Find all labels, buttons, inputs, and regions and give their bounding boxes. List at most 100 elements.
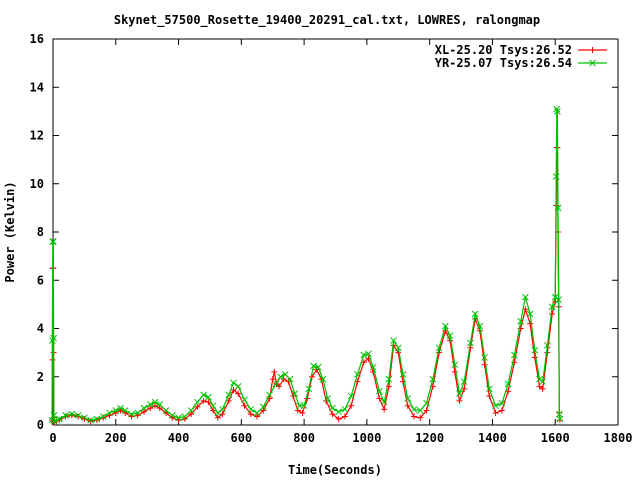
data-point	[235, 390, 242, 397]
data-point	[394, 344, 402, 352]
data-point	[435, 344, 443, 352]
x-tick-label: 1000	[352, 431, 381, 445]
data-point	[259, 403, 267, 411]
data-point	[329, 404, 336, 412]
data-point	[376, 395, 383, 402]
data-point	[417, 414, 424, 421]
data-point	[128, 410, 135, 418]
x-axis-label: Time(Seconds)	[288, 463, 382, 477]
data-point	[544, 342, 551, 349]
data-point	[365, 350, 372, 358]
data-point	[492, 409, 499, 416]
y-tick-label: 10	[30, 177, 44, 191]
legend-label: XL-25.20 Tsys:26.52	[435, 43, 572, 57]
data-point	[527, 320, 534, 327]
data-point	[341, 413, 348, 420]
data-point	[423, 407, 430, 414]
data-point	[254, 413, 261, 420]
data-point	[329, 411, 336, 418]
data-point	[74, 411, 82, 419]
data-point	[200, 397, 207, 404]
data-point	[467, 339, 474, 347]
data-point	[286, 375, 294, 383]
data-point	[162, 407, 170, 414]
data-point	[49, 238, 57, 246]
y-tick-label: 6	[37, 273, 44, 287]
data-point	[146, 401, 154, 408]
x-tick-label: 1200	[415, 431, 444, 445]
data-point	[554, 108, 561, 115]
data-point	[456, 390, 463, 397]
data-point	[50, 418, 58, 425]
data-point	[266, 391, 273, 399]
data-point	[55, 415, 63, 423]
data-point	[205, 393, 212, 401]
data-point	[553, 105, 561, 113]
data-point	[140, 404, 148, 412]
data-point	[168, 411, 176, 419]
data-point	[260, 407, 267, 414]
data-point	[276, 383, 282, 390]
data-point	[214, 409, 222, 417]
data-point	[589, 47, 596, 53]
data-point	[555, 296, 563, 303]
x-tick-label: 600	[230, 431, 252, 445]
x-tick-label: 400	[168, 431, 190, 445]
data-point	[370, 368, 377, 375]
data-point	[549, 311, 556, 318]
data-point	[481, 354, 488, 361]
data-point	[300, 402, 308, 410]
y-tick-label: 0	[37, 418, 44, 432]
data-point	[456, 397, 463, 404]
data-point	[323, 397, 330, 404]
data-point	[451, 368, 458, 375]
data-point	[404, 395, 412, 402]
data-point	[410, 413, 417, 420]
data-point	[253, 409, 261, 417]
data-point	[87, 418, 94, 425]
y-tick-label: 4	[37, 322, 44, 336]
data-point	[134, 409, 142, 417]
data-point	[200, 391, 208, 399]
data-point	[272, 380, 280, 388]
data-point	[498, 407, 505, 414]
data-point	[380, 398, 388, 406]
data-point	[241, 396, 248, 404]
data-point	[188, 411, 195, 418]
data-point	[194, 403, 201, 410]
data-point	[234, 383, 242, 390]
x-tick-label: 1800	[604, 431, 633, 445]
data-point	[446, 332, 454, 340]
x-tick-label: 200	[105, 431, 127, 445]
data-point	[485, 385, 493, 393]
plot-frame	[52, 38, 619, 426]
data-point	[87, 416, 95, 424]
data-point	[187, 407, 195, 414]
data-point	[548, 303, 556, 311]
data-point	[93, 417, 100, 424]
y-tick-label: 2	[37, 370, 44, 384]
y-axis-label: Power (Kelvin)	[3, 181, 17, 282]
data-point	[517, 325, 524, 332]
data-point	[476, 322, 484, 330]
x-tick-label: 1400	[478, 431, 507, 445]
data-point	[335, 415, 342, 422]
data-point	[291, 390, 299, 397]
data-point	[552, 173, 560, 180]
data-point	[230, 379, 237, 387]
data-point	[536, 375, 543, 383]
x-tick-label: 0	[49, 431, 56, 445]
data-point	[341, 405, 349, 413]
data-point	[589, 59, 596, 67]
data-point	[50, 411, 58, 419]
data-point	[294, 407, 301, 414]
data-point	[531, 346, 539, 354]
data-point	[551, 293, 559, 301]
data-point	[471, 310, 479, 318]
y-tick-label: 12	[30, 129, 44, 143]
data-point	[347, 392, 355, 400]
data-point	[205, 399, 212, 406]
data-point	[442, 322, 449, 330]
data-point	[348, 402, 355, 409]
